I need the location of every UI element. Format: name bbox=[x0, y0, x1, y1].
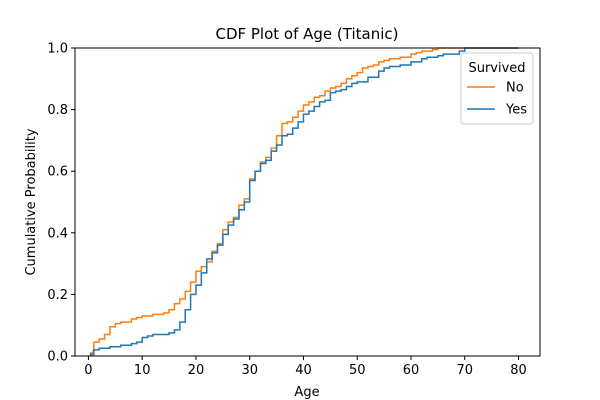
y-tick-label: 0.4 bbox=[47, 226, 68, 241]
x-axis-ticks: 0 10 20 30 40 50 60 70 80 bbox=[84, 356, 527, 378]
y-tick-label: 0.0 bbox=[47, 350, 68, 365]
x-axis-label: Age bbox=[294, 385, 319, 400]
x-tick-label: 0 bbox=[84, 363, 92, 378]
x-tick-label: 80 bbox=[510, 363, 527, 378]
chart-title: CDF Plot of Age (Titanic) bbox=[215, 25, 398, 43]
legend-title: Survived bbox=[468, 61, 525, 76]
x-tick-label: 70 bbox=[456, 363, 473, 378]
x-tick-label: 30 bbox=[241, 363, 258, 378]
y-tick-label: 1.0 bbox=[47, 42, 68, 57]
series-line-yes bbox=[89, 47, 519, 356]
y-tick-label: 0.6 bbox=[47, 165, 68, 180]
x-tick-label: 60 bbox=[403, 363, 420, 378]
y-tick-label: 0.8 bbox=[47, 103, 68, 118]
legend-label-yes: Yes bbox=[505, 103, 527, 118]
legend: Survived No Yes bbox=[460, 52, 534, 125]
y-axis-ticks: 0.0 0.2 0.4 0.6 0.8 1.0 bbox=[47, 42, 75, 365]
x-tick-label: 40 bbox=[295, 363, 312, 378]
series-line-no bbox=[89, 47, 519, 356]
x-tick-label: 10 bbox=[134, 363, 151, 378]
y-tick-label: 0.2 bbox=[47, 288, 68, 303]
y-axis-label: Cumulative Probability bbox=[24, 128, 39, 275]
legend-box bbox=[460, 52, 534, 125]
series-layer bbox=[89, 47, 519, 356]
x-tick-label: 20 bbox=[188, 363, 205, 378]
legend-label-no: No bbox=[506, 81, 524, 96]
x-tick-label: 50 bbox=[349, 363, 366, 378]
plot-frame bbox=[74, 47, 541, 357]
